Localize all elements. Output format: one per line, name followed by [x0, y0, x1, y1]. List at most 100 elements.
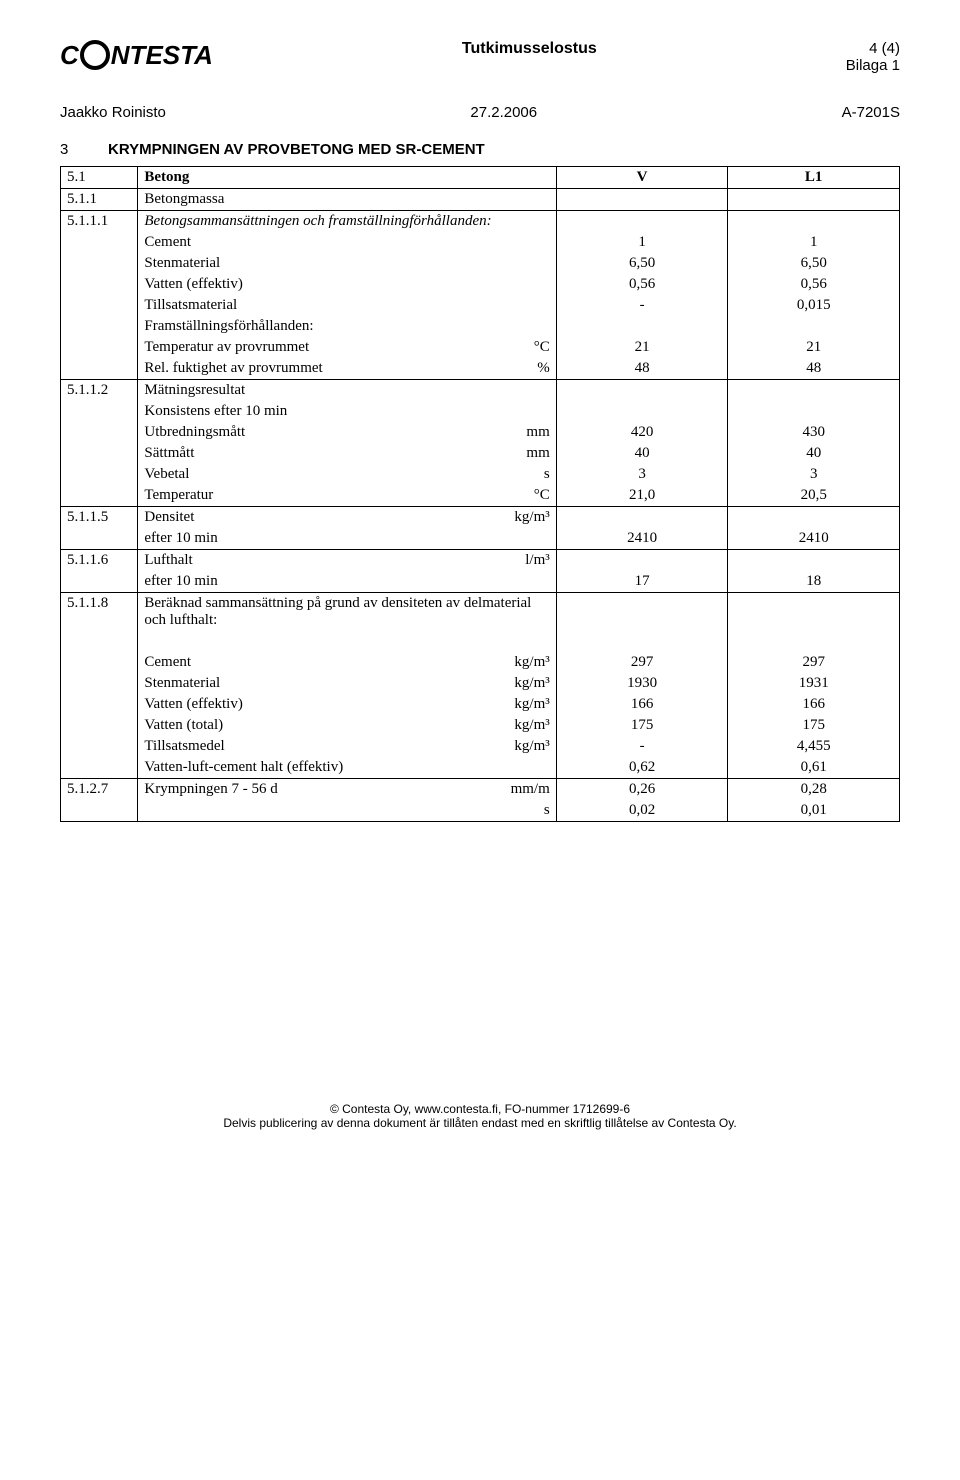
table-row: Vatten (effektiv)0,560,56 [61, 274, 900, 295]
table-row: 5.1.1.1Betongsammansättningen och framst… [61, 211, 900, 233]
row-label: Rel. fuktighet av provrummet% [138, 358, 556, 380]
meta-row: Jaakko Roinisto 27.2.2006 A-7201S [60, 104, 900, 121]
table-row: efter 10 min1718 [61, 571, 900, 593]
row-number: 5.1.1.5 [61, 507, 138, 550]
value-2: 4,455 [728, 736, 900, 757]
value-2: 430 [728, 422, 900, 443]
table-row: Vatten (effektiv)kg/m³166166 [61, 694, 900, 715]
value-2: 166 [728, 694, 900, 715]
value-2 [728, 593, 900, 632]
row-number: 5.1.2.7 [61, 779, 138, 822]
table-row: 5.1.1.6Lufthaltl/m³ [61, 550, 900, 572]
table-row: 5.1.1.5Densitetkg/m³ [61, 507, 900, 529]
value-2: 297 [728, 652, 900, 673]
table-row: 5.1.1Betongmassa [61, 189, 900, 211]
row-label: Krympningen 7 - 56 dmm/m [138, 779, 556, 801]
row-label: Cement [138, 232, 556, 253]
row-label: Betongmassa [138, 189, 556, 211]
section-num: 3 [60, 141, 80, 158]
value-1: 3 [556, 464, 728, 485]
value-1: 48 [556, 358, 728, 380]
row-label: Tillsatsmedelkg/m³ [138, 736, 556, 757]
value-1: 2410 [556, 528, 728, 550]
row-label: Sättmåttmm [138, 443, 556, 464]
author: Jaakko Roinisto [60, 104, 166, 121]
row-label: Tillsatsmaterial [138, 295, 556, 316]
value-1: 0,62 [556, 757, 728, 779]
value-2: 20,5 [728, 485, 900, 507]
value-2 [728, 380, 900, 402]
row-number: 5.1.1.6 [61, 550, 138, 593]
row-label: Mätningsresultat [138, 380, 556, 402]
value-1: - [556, 295, 728, 316]
row-label: Densitetkg/m³ [138, 507, 556, 529]
row-label: Vatten (effektiv) [138, 274, 556, 295]
value-1 [556, 550, 728, 572]
value-1 [556, 380, 728, 402]
row-label: Stenmaterial [138, 253, 556, 274]
value-2: 1931 [728, 673, 900, 694]
row-label: efter 10 min [138, 571, 556, 593]
value-2 [728, 507, 900, 529]
table-row: Tillsatsmedelkg/m³-4,455 [61, 736, 900, 757]
row-number: 5.1.1.2 [61, 380, 138, 507]
value-1 [556, 507, 728, 529]
value-2 [728, 550, 900, 572]
report-no: A-7201S [842, 104, 900, 121]
table-row: Stenmaterial6,506,50 [61, 253, 900, 274]
table-row: Tillsatsmaterial-0,015 [61, 295, 900, 316]
value-1: 420 [556, 422, 728, 443]
value-2 [728, 189, 900, 211]
row-label: Vatten-luft-cement halt (effektiv) [138, 757, 556, 779]
data-table: 5.1BetongVL15.1.1Betongmassa5.1.1.1Beton… [60, 166, 900, 822]
value-1: 40 [556, 443, 728, 464]
date: 27.2.2006 [470, 104, 537, 121]
row-number: 5.1.1.8 [61, 593, 138, 779]
value-1: 166 [556, 694, 728, 715]
table-row: efter 10 min24102410 [61, 528, 900, 550]
value-1: 21 [556, 337, 728, 358]
value-2: 6,50 [728, 253, 900, 274]
value-2: 40 [728, 443, 900, 464]
table-row: Temperatur°C21,020,5 [61, 485, 900, 507]
logo-text-left: C [60, 40, 79, 71]
row-label: Lufthaltl/m³ [138, 550, 556, 572]
footer-line1: © Contesta Oy, www.contesta.fi, FO-numme… [60, 1102, 900, 1116]
row-number: 5.1.1.1 [61, 211, 138, 380]
table-row: Vebetals33 [61, 464, 900, 485]
row-label: Utbredningsmåttmm [138, 422, 556, 443]
logo-text-right: NTESTA [111, 40, 213, 71]
footer-line2: Delvis publicering av denna dokument är … [60, 1116, 900, 1130]
table-row: Utbredningsmåttmm420430 [61, 422, 900, 443]
row-label: Beräknad sammansättning på grund av dens… [138, 593, 556, 632]
value-1 [556, 631, 728, 652]
row-label: Framställningsförhållanden: [138, 316, 556, 337]
row-label: Cementkg/m³ [138, 652, 556, 673]
value-1: 1 [556, 232, 728, 253]
value-2: 2410 [728, 528, 900, 550]
row-label: Temperatur av provrummet°C [138, 337, 556, 358]
value-2: 3 [728, 464, 900, 485]
row-label: Vatten (effektiv)kg/m³ [138, 694, 556, 715]
table-row: Cementkg/m³297297 [61, 652, 900, 673]
value-1: 21,0 [556, 485, 728, 507]
row-label: Temperatur°C [138, 485, 556, 507]
value-1: 0,26 [556, 779, 728, 801]
value-1 [556, 316, 728, 337]
value-2 [728, 316, 900, 337]
value-1 [556, 189, 728, 211]
value-1 [556, 593, 728, 632]
value-2: 0,01 [728, 800, 900, 822]
logo-circle-icon [80, 40, 110, 70]
value-2 [728, 211, 900, 233]
table-row: Temperatur av provrummet°C2121 [61, 337, 900, 358]
row-label: Konsistens efter 10 min [138, 401, 556, 422]
row-label: Vebetals [138, 464, 556, 485]
value-1: 297 [556, 652, 728, 673]
section-header: 3 KRYMPNINGEN AV PROVBETONG MED SR-CEMEN… [60, 141, 900, 158]
value-1: 0,02 [556, 800, 728, 822]
page-reference: 4 (4) Bilaga 1 [846, 40, 900, 74]
doc-title: Tutkimusselostus [462, 40, 597, 58]
value-2: 0,61 [728, 757, 900, 779]
row-label: Vatten (total)kg/m³ [138, 715, 556, 736]
